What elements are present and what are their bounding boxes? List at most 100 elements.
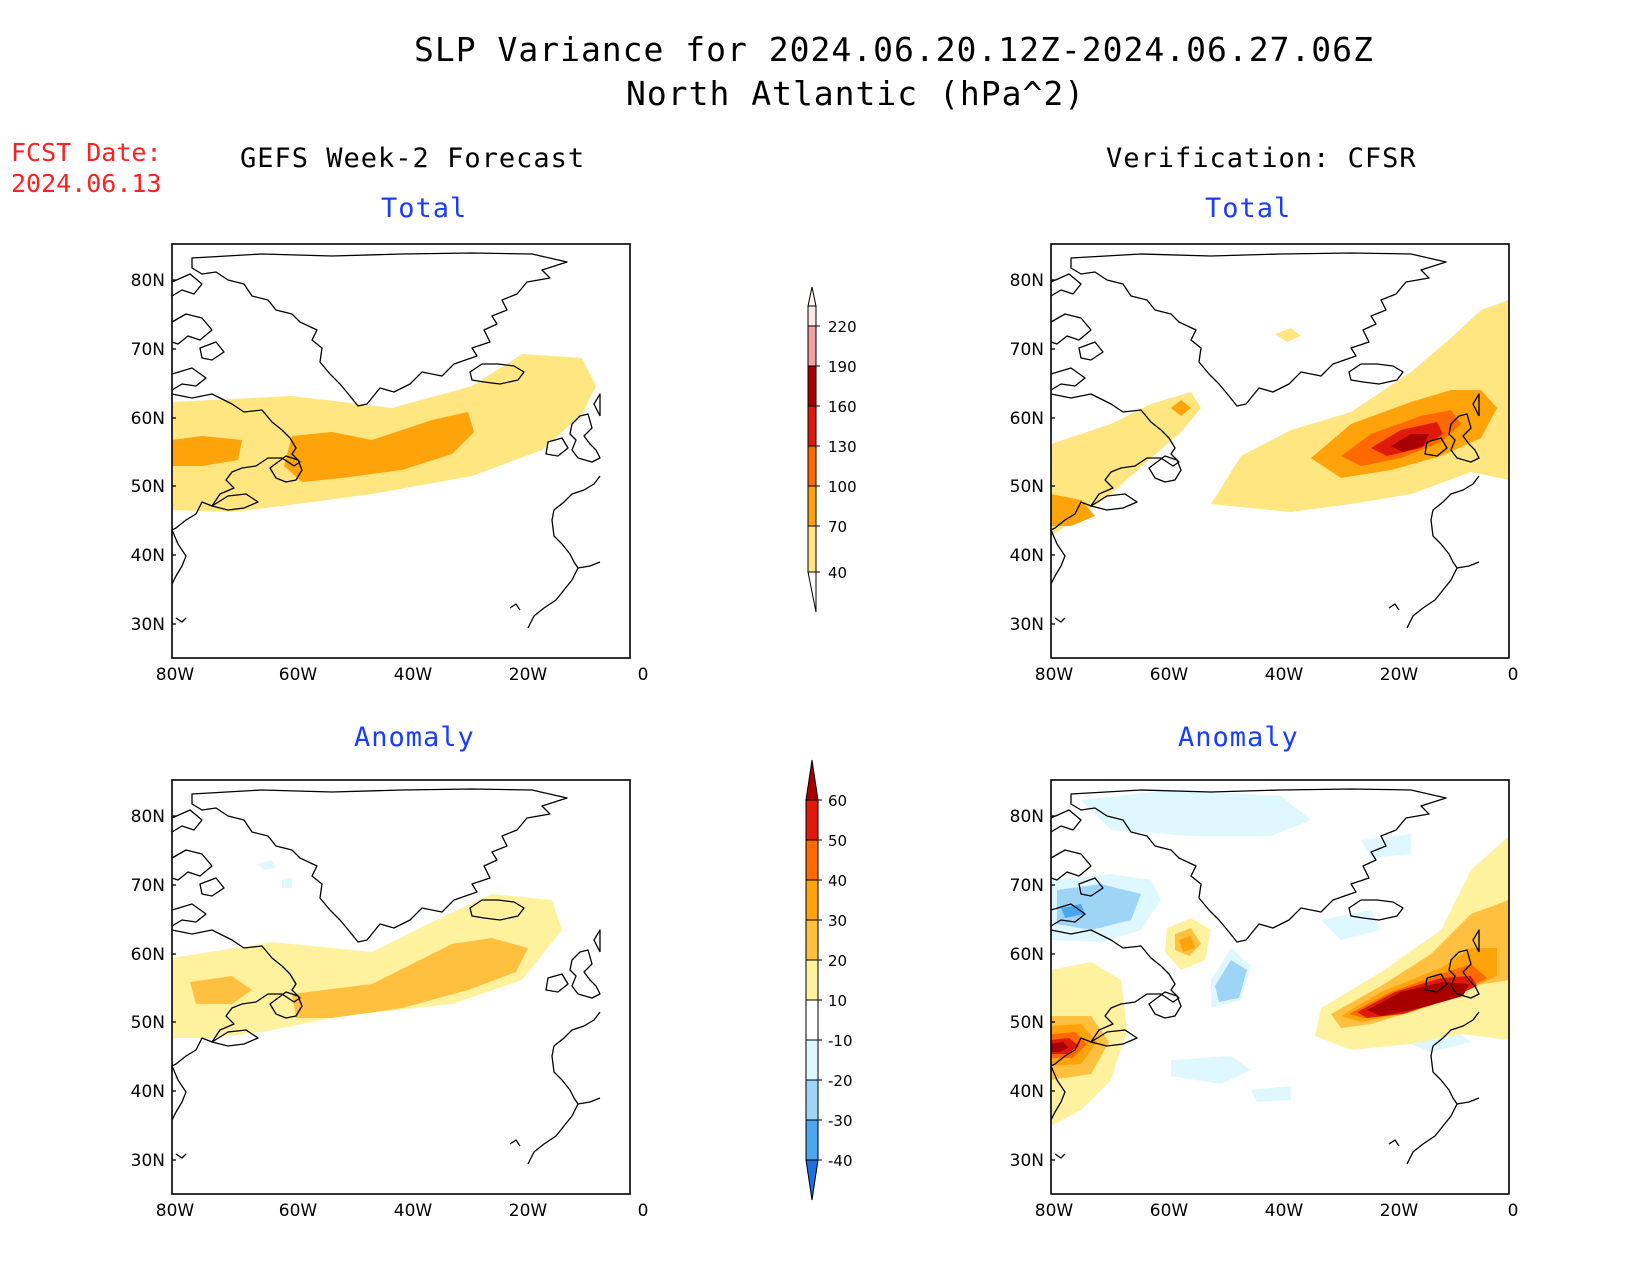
lat-label: 50N [1010,477,1044,497]
lat-label: 30N [131,1151,165,1171]
colorbar-label: -30 [828,1112,853,1130]
contour-20 [190,976,252,1004]
lon-label: 80W [1035,665,1074,685]
lon-labels: 80W 60W 40W 20W 0 80W 60W 40W 20W 0 80W … [156,665,1519,1221]
lon-label: 60W [279,1201,318,1221]
colorbar-label: 190 [828,358,857,376]
lat-label: 50N [131,1013,165,1033]
colorbar-label: 20 [828,952,847,970]
contour-n10 [1171,1056,1251,1084]
colorbar-segment [805,1119,819,1161]
contour-n20 [1057,884,1141,930]
contour-70 [1171,400,1191,416]
lon-label: 80W [1035,1201,1074,1221]
lon-label: 20W [1380,1201,1419,1221]
contour-60 [1051,1042,1069,1052]
colorbar-segment [805,839,819,881]
colorbar-segment [805,999,819,1041]
panel-frame [171,243,631,659]
map-panel-verification-anomaly [1050,779,1510,1195]
lat-label: 60N [1010,409,1044,429]
lat-label: 60N [131,945,165,965]
colorbar-segment [807,525,817,573]
colorbar-label: 60 [828,792,847,810]
contour-40 [1051,392,1201,536]
colorbar-segment [807,325,817,367]
contour-n10 [282,878,292,888]
lat-label: 80N [131,807,165,827]
contour-10 [172,894,562,1038]
lat-label: 50N [1010,1013,1044,1033]
lon-label: 40W [394,665,433,685]
lon-label: 80W [156,1201,195,1221]
lat-labels: 80N 70N 60N 50N 40N 30N 80N 70N 60N 50N … [131,271,1044,1171]
fcst-date-value: 2024.06.13 [11,169,162,198]
lon-label: 40W [1265,665,1304,685]
colorbar-label: 220 [828,318,857,336]
lat-label: 40N [1010,1082,1044,1102]
lat-label: 40N [131,546,165,566]
colorbar-segment [807,485,817,527]
contour-n10 [1321,910,1381,940]
panel-title-anomaly-verification: Anomaly [1178,722,1299,753]
lat-label: 50N [131,477,165,497]
contour-70 [172,436,242,466]
colorbar-anomaly: 60 50 40 30 20 10 -10 -20 -30 -40 [805,759,853,1201]
colorbar-label: -10 [828,1032,853,1050]
colorbar-segment [805,919,819,961]
colorbar-label: 100 [828,478,857,496]
lon-label: 0 [1508,665,1519,685]
lat-label: 80N [131,271,165,291]
lon-label: 0 [638,1201,649,1221]
contour-n20 [1215,960,1247,1002]
colorbar-segment [805,959,819,1001]
lon-label: 0 [1508,1201,1519,1221]
lat-label: 70N [1010,876,1044,896]
left-column-title: GEFS Week-2 Forecast [240,143,586,174]
colorbar-segment [807,365,817,407]
contour-70 [284,412,474,482]
lon-label: 60W [279,665,318,685]
colorbar-segment [805,1079,819,1121]
colorbar-label: 40 [828,564,847,582]
contour-30 [1179,936,1195,952]
right-column-title: Verification: CFSR [1106,143,1417,174]
main-title: SLP Variance for 2024.06.20.12Z-2024.06.… [414,30,1374,69]
lat-label: 60N [131,409,165,429]
lat-label: 70N [131,340,165,360]
lon-label: 40W [394,1201,433,1221]
panel-frame [1050,779,1510,1195]
contour-n10 [1081,790,1311,836]
colorbar-label: 130 [828,438,857,456]
contour-n30 [1061,904,1085,918]
map-panel-verification-total [1050,243,1510,659]
colorbar-total: 220 190 160 130 100 70 40 [807,286,857,613]
fcst-date-label: FCST Date: [11,138,162,167]
contour-160 [1391,434,1429,452]
lat-label: 30N [1010,1151,1044,1171]
lon-label: 60W [1150,665,1189,685]
lon-label: 20W [1380,665,1419,685]
colorbar-label: -20 [828,1072,853,1090]
lat-label: 80N [1010,807,1044,827]
map-panel-forecast-total [171,243,631,659]
contour-n10 [1251,1086,1291,1102]
colorbar-label: 30 [828,912,847,930]
contour-20 [292,938,528,1018]
colorbar-label: 160 [828,398,857,416]
lon-label: 60W [1150,1201,1189,1221]
colorbar-label: -40 [828,1152,853,1170]
contour-40 [1211,300,1509,512]
lat-label: 60N [1010,945,1044,965]
colorbar-segment [805,1039,819,1081]
panel-frame [171,779,631,1195]
lat-label: 70N [131,876,165,896]
colorbar-label: 70 [828,518,847,536]
contour-40 [172,354,596,512]
panel-frame [1050,243,1510,659]
colorbar-segment [807,405,817,447]
colorbar-segment [807,445,817,487]
colorbar-label: 40 [828,872,847,890]
map-panel-forecast-anomaly [171,779,631,1195]
lat-label: 40N [1010,546,1044,566]
